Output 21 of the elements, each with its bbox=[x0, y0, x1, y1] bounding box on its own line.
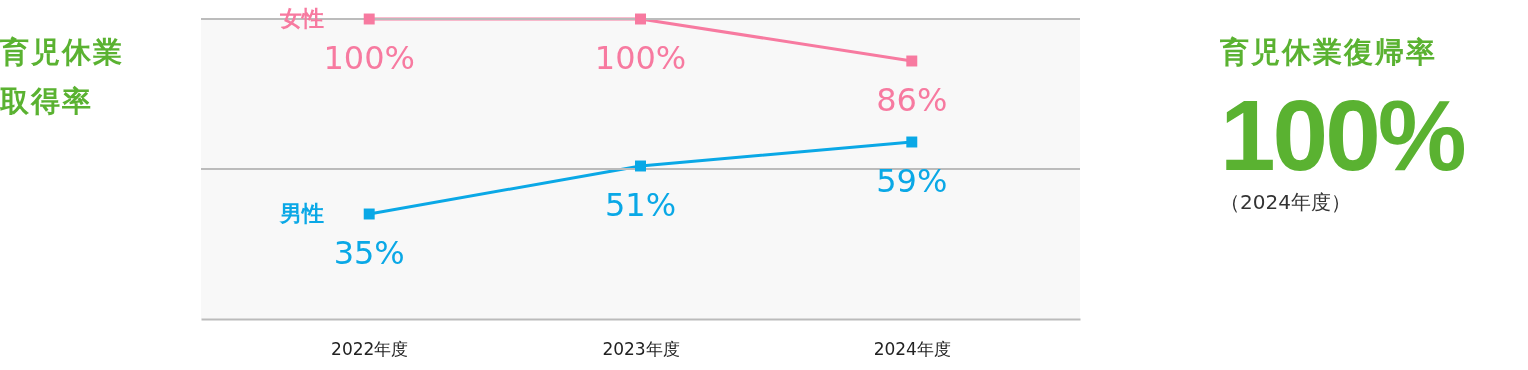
data-label: 51% bbox=[604, 186, 677, 224]
series-label: 女性 bbox=[279, 6, 325, 31]
point bbox=[635, 13, 646, 25]
text: 育児休業取得率 bbox=[0, 34, 125, 121]
text: 100% bbox=[1220, 79, 1465, 192]
data-label: 59% bbox=[876, 162, 948, 200]
x-tick-label: 2024年度 bbox=[873, 338, 951, 359]
text: 育児休業復帰率 bbox=[1220, 34, 1438, 71]
data-label: 86% bbox=[876, 81, 948, 119]
data-label: 100% bbox=[323, 39, 415, 77]
point bbox=[906, 55, 918, 67]
x-tick-label: 2023年度 bbox=[602, 338, 680, 359]
data-label: 35% bbox=[333, 234, 405, 272]
text: （2024年度） bbox=[1220, 189, 1352, 217]
x-tick-label: 2022年度 bbox=[331, 338, 409, 359]
point bbox=[363, 208, 375, 220]
point bbox=[635, 160, 646, 172]
data-label: 100% bbox=[594, 39, 687, 77]
point bbox=[906, 136, 918, 148]
series-label: 男性 bbox=[279, 201, 325, 226]
point bbox=[363, 13, 375, 25]
